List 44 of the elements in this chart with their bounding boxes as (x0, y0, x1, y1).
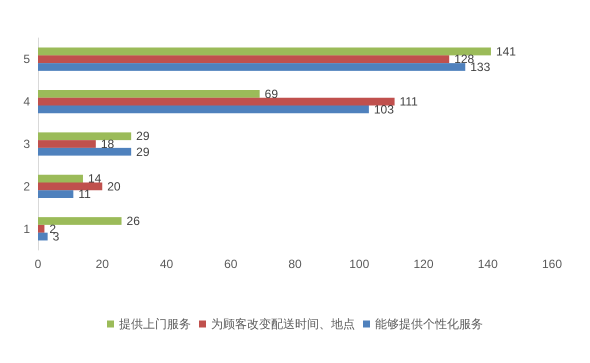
bar (38, 90, 260, 98)
data-label: 69 (264, 86, 278, 101)
x-tick-label: 20 (96, 257, 110, 271)
data-label: 3 (52, 230, 60, 244)
y-tick-label: 5 (23, 52, 30, 66)
bar (38, 182, 102, 190)
bar (38, 105, 369, 114)
y-tick-label: 4 (23, 94, 30, 109)
legend-label: 提供上门服务 (119, 317, 191, 331)
x-tick-label: 0 (34, 257, 42, 271)
bar (38, 55, 450, 64)
data-label: 29 (136, 129, 150, 144)
y-tick-label: 3 (23, 137, 30, 151)
y-tick-label: 1 (23, 222, 30, 236)
bar (38, 140, 96, 148)
bar (38, 132, 132, 140)
bar (38, 98, 395, 106)
legend-label: 为顾客改变配送时间、地点 (211, 317, 355, 331)
data-label: 103 (374, 102, 394, 116)
data-label: 111 (400, 94, 418, 109)
x-tick-label: 120 (413, 257, 434, 271)
data-label: 11 (78, 187, 92, 202)
x-tick-label: 40 (160, 257, 174, 271)
x-tick-label: 60 (224, 257, 238, 271)
bar (38, 63, 466, 71)
data-label: 14 (88, 172, 102, 186)
bar (38, 232, 48, 240)
y-tick-label: 2 (23, 179, 30, 194)
data-label: 20 (107, 179, 121, 194)
bar (38, 190, 74, 198)
bar (38, 48, 491, 56)
x-tick-label: 80 (288, 257, 302, 271)
data-label: 29 (136, 144, 150, 159)
bar (38, 174, 83, 183)
bar (38, 217, 122, 225)
x-tick-label: 160 (542, 257, 562, 271)
x-tick-label: 140 (478, 257, 498, 271)
x-tick-label: 100 (349, 257, 370, 271)
data-label: 26 (126, 214, 140, 228)
bar (38, 224, 44, 233)
legend-label: 能够提供个性化服务 (375, 317, 483, 331)
data-label: 141 (496, 44, 516, 58)
bar (38, 148, 132, 156)
data-label: 18 (100, 137, 114, 151)
